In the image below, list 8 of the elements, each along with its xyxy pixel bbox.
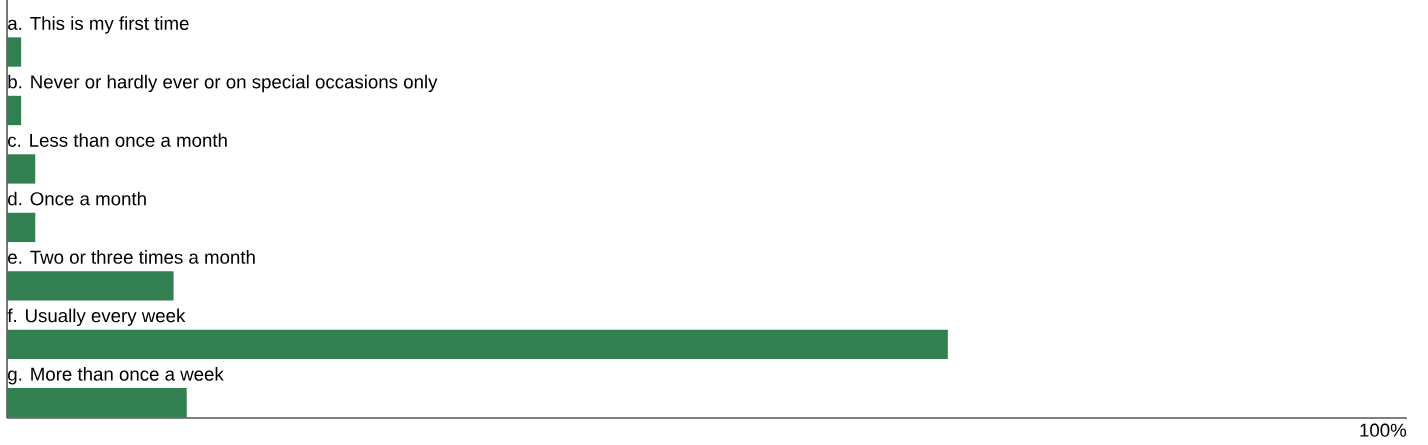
y-tick-label: a. This is my first time xyxy=(8,16,189,34)
text: 100% xyxy=(1360,423,1407,437)
y-tick-label: f. Usually every week xyxy=(7,308,186,326)
y-tick-label: b. Never or hardly ever or on special occasions only xyxy=(8,74,438,93)
y-tick-label: g. More than once a week xyxy=(8,367,224,385)
y-tick-label: c. Less than once a month xyxy=(8,133,227,147)
y-tick-label: e. Two or three times a month xyxy=(8,250,255,264)
y-tick-label: d. Once a month xyxy=(8,191,146,206)
